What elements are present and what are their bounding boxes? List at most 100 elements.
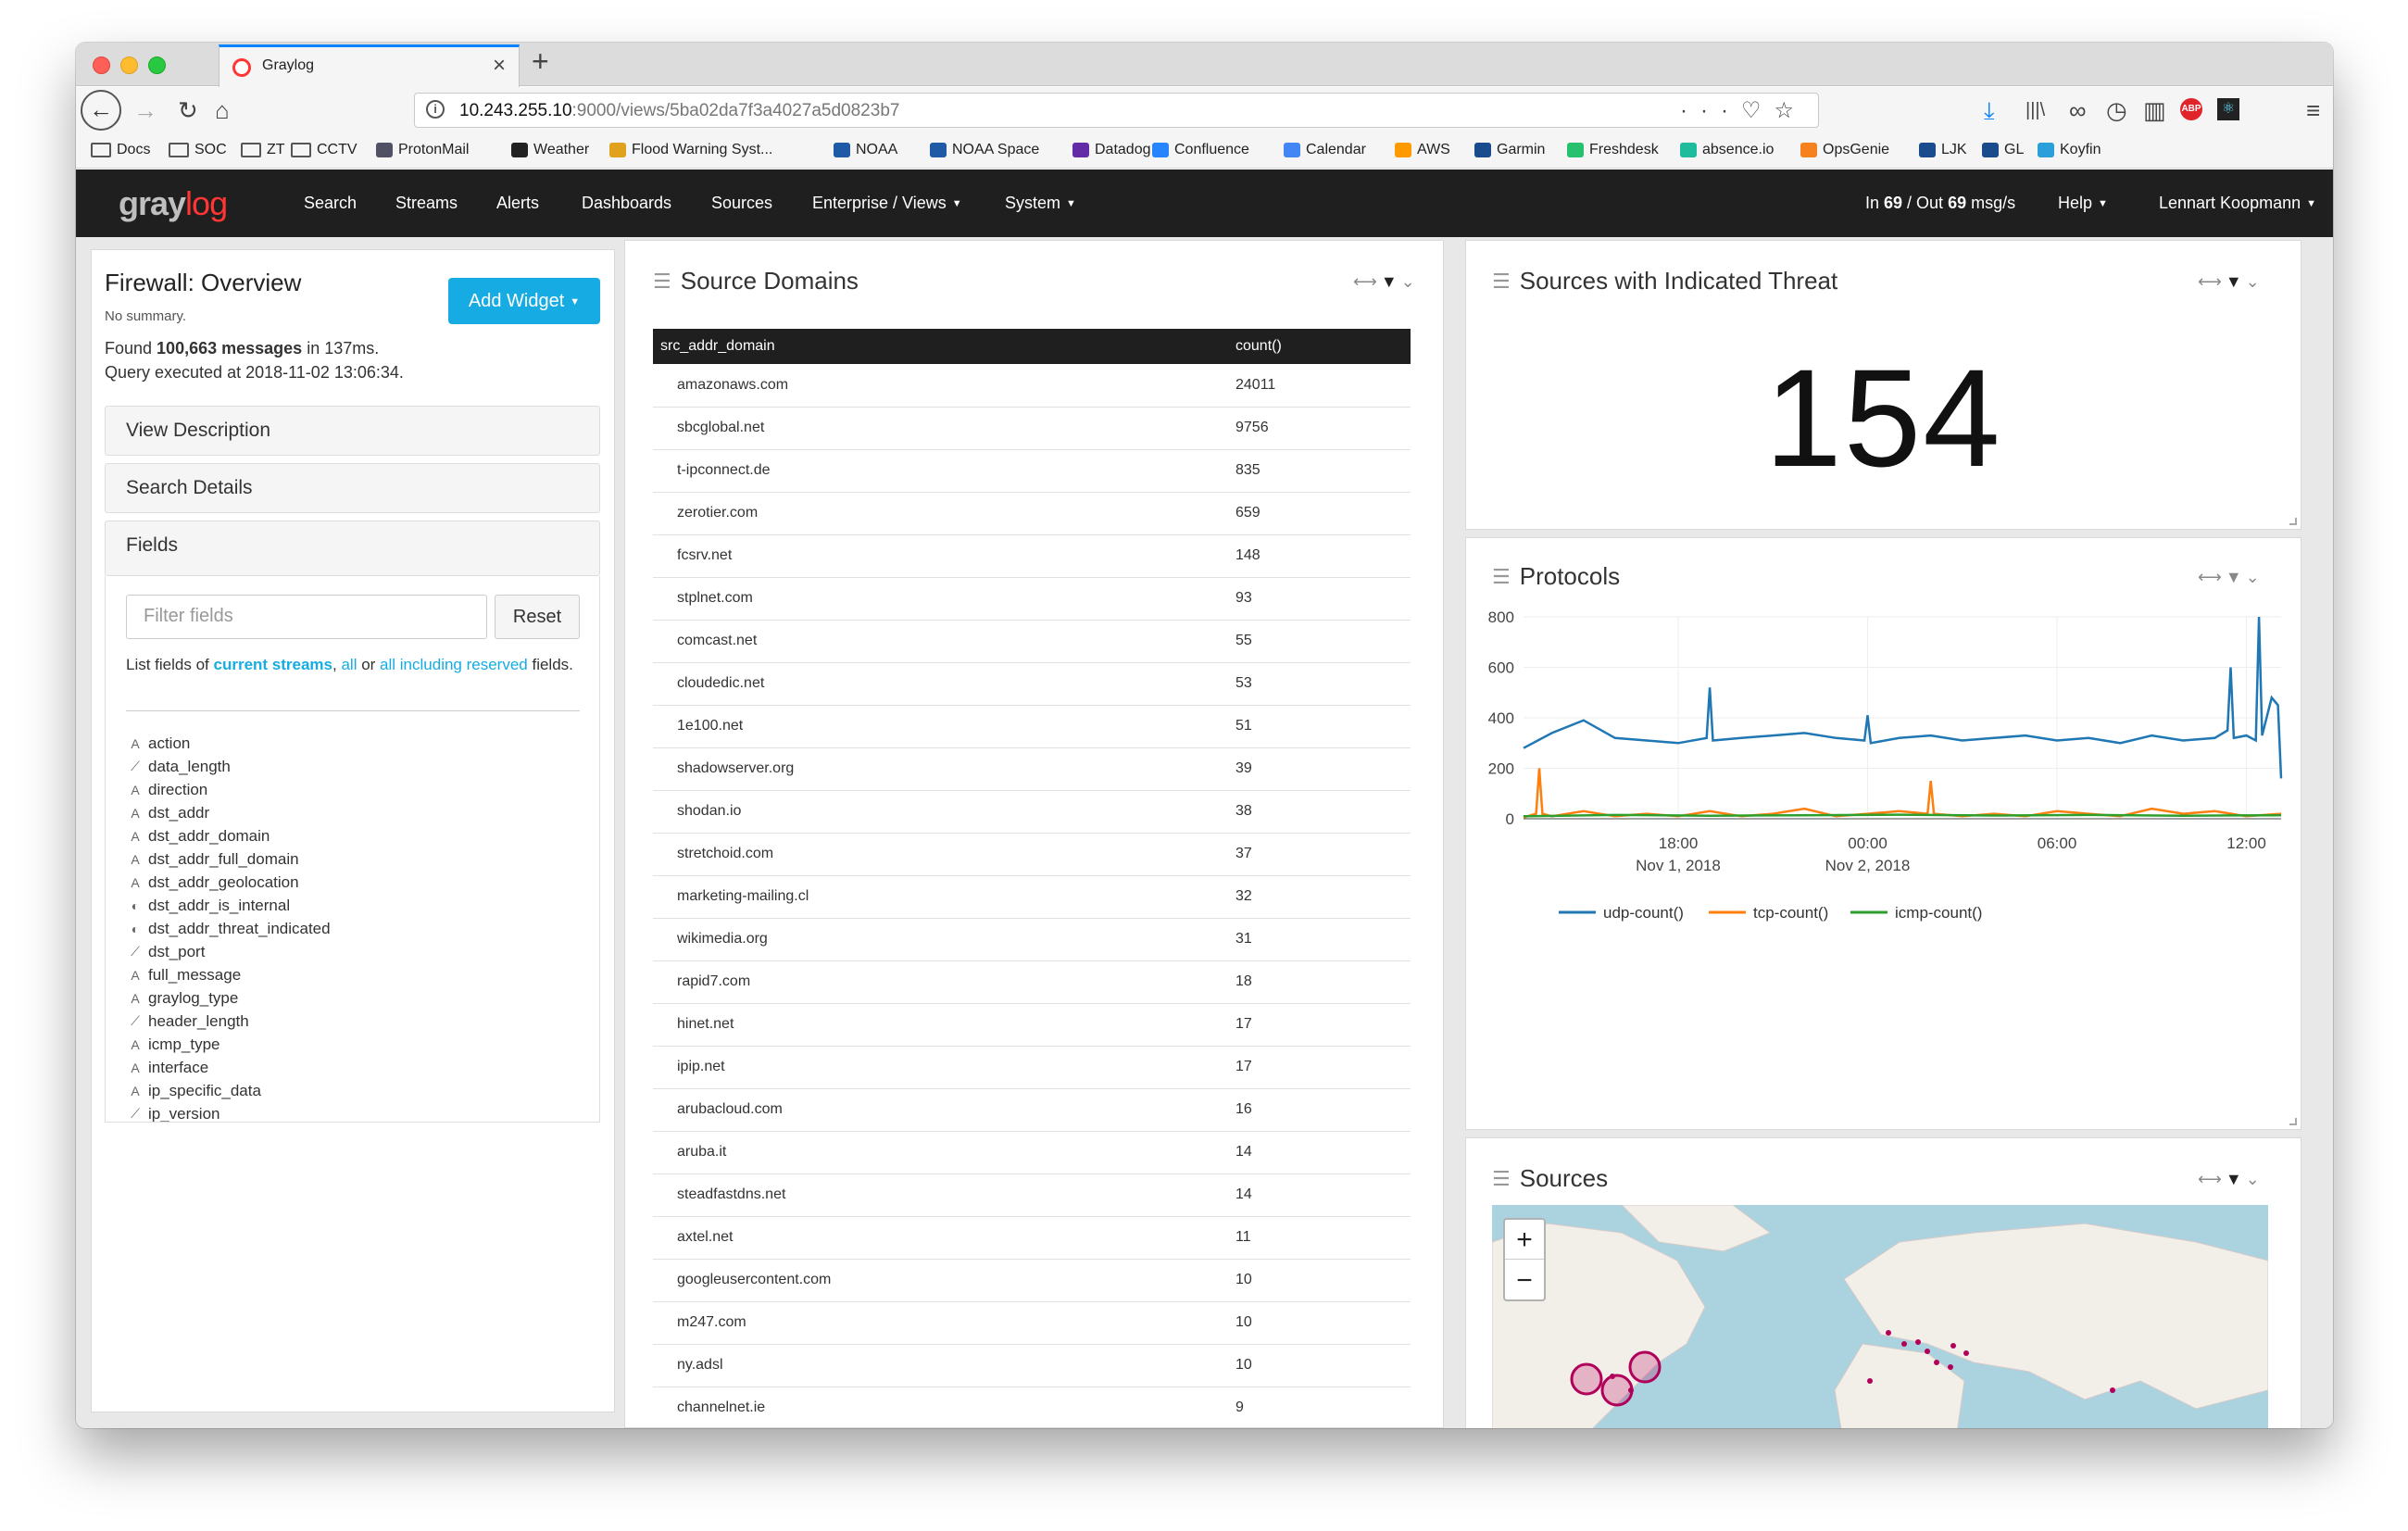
table-row[interactable]: shodan.io 38 bbox=[653, 790, 1411, 834]
field-item[interactable]: ⟋ dst_port bbox=[126, 940, 331, 963]
table-row[interactable]: wikimedia.org 31 bbox=[653, 918, 1411, 961]
field-item[interactable]: ◐ dst_addr_threat_indicated bbox=[126, 917, 331, 940]
table-row[interactable]: ny.adsl 10 bbox=[653, 1344, 1411, 1387]
menu-icon[interactable]: ≡ bbox=[2306, 96, 2321, 124]
bookmark-10[interactable]: Confluence bbox=[1152, 142, 1249, 158]
nav-alerts[interactable]: Alerts bbox=[496, 194, 540, 212]
table-row[interactable]: t-ipconnect.de 835 bbox=[653, 449, 1411, 493]
filter-icon[interactable]: ▼ bbox=[2225, 1170, 2246, 1188]
filter-icon[interactable]: ▼ bbox=[2225, 272, 2246, 291]
nav-help[interactable]: Help ▼ bbox=[2058, 194, 2108, 213]
map-marker[interactable] bbox=[1628, 1350, 1662, 1384]
history-icon[interactable]: ◷ bbox=[2106, 96, 2127, 124]
react-devtools-icon[interactable]: ⚛ bbox=[2217, 98, 2239, 120]
bookmark-19[interactable]: Koyfin bbox=[2038, 142, 2101, 158]
bookmark-8[interactable]: NOAA Space bbox=[930, 142, 1039, 158]
user-menu[interactable]: Lennart Koopmann ▼ bbox=[2159, 194, 2316, 213]
bookmark-star-icon[interactable]: ☆ bbox=[1774, 98, 1807, 123]
bookmark-6[interactable]: Flood Warning Syst... bbox=[609, 142, 772, 158]
map-marker[interactable] bbox=[1934, 1360, 1939, 1365]
table-row[interactable]: axtel.net 11 bbox=[653, 1216, 1411, 1260]
table-row[interactable]: zerotier.com 659 bbox=[653, 492, 1411, 535]
close-window-button[interactable] bbox=[93, 56, 110, 74]
table-row[interactable]: m247.com 10 bbox=[653, 1301, 1411, 1345]
resize-handle[interactable] bbox=[2289, 518, 2297, 525]
nav-search[interactable]: Search bbox=[304, 194, 357, 212]
map-marker[interactable] bbox=[1948, 1364, 1953, 1370]
map-marker[interactable] bbox=[1915, 1339, 1921, 1345]
chevron-down-icon[interactable]: ⌄ bbox=[2245, 568, 2264, 586]
all-fields-link[interactable]: all bbox=[341, 656, 357, 673]
map-marker[interactable] bbox=[1925, 1349, 1930, 1354]
table-row[interactable]: rapid7.com 18 bbox=[653, 960, 1411, 1004]
forward-arrow-icon[interactable]: → bbox=[133, 96, 157, 124]
private-mask-icon[interactable]: ∞ bbox=[2069, 96, 2087, 124]
drag-handle-icon[interactable]: ☰ bbox=[1492, 269, 1511, 293]
table-row[interactable]: steadfastdns.net 14 bbox=[653, 1173, 1411, 1217]
minimize-window-button[interactable] bbox=[120, 56, 138, 74]
fields-toggle[interactable]: Fields bbox=[105, 521, 600, 576]
bookmark-16[interactable]: OpsGenie bbox=[1800, 142, 1889, 158]
table-row[interactable]: stretchoid.com 37 bbox=[653, 833, 1411, 876]
downloads-icon[interactable]: ⤓ bbox=[1984, 96, 1995, 124]
bookmark-11[interactable]: Calendar bbox=[1284, 142, 1366, 158]
drag-handle-icon[interactable]: ☰ bbox=[1492, 564, 1511, 588]
expand-icon[interactable]: ⟷ bbox=[2198, 272, 2226, 291]
new-tab-icon[interactable]: + bbox=[532, 44, 549, 78]
reset-button[interactable]: Reset bbox=[495, 595, 580, 639]
table-row[interactable]: cloudedic.net 53 bbox=[653, 662, 1411, 706]
filter-icon[interactable]: ▼ bbox=[2225, 568, 2246, 586]
sidebar-icon[interactable]: ▥ bbox=[2143, 96, 2166, 124]
url-bar[interactable]: i 10.243.255.10:9000/views/5ba02da7f3a40… bbox=[414, 93, 1819, 128]
table-row[interactable]: stplnet.com 93 bbox=[653, 577, 1411, 621]
add-widget-button[interactable]: Add Widget ▼ bbox=[448, 278, 600, 324]
chevron-down-icon[interactable]: ⌄ bbox=[2245, 272, 2264, 291]
bookmark-17[interactable]: LJK bbox=[1919, 142, 1967, 158]
table-row[interactable]: marketing-mailing.cl 32 bbox=[653, 875, 1411, 919]
reserved-fields-link[interactable]: all including reserved bbox=[380, 656, 528, 673]
map-marker[interactable] bbox=[1963, 1350, 1969, 1356]
map-marker[interactable] bbox=[2110, 1387, 2115, 1393]
bookmark-15[interactable]: absence.io bbox=[1680, 142, 1774, 158]
maximize-window-button[interactable] bbox=[148, 56, 166, 74]
zoom-out-button[interactable]: − bbox=[1516, 1265, 1533, 1296]
tab-close-icon[interactable]: × bbox=[492, 53, 506, 78]
reload-icon[interactable]: ↻ bbox=[178, 96, 198, 124]
nav-streams[interactable]: Streams bbox=[395, 194, 458, 212]
bookmark-9[interactable]: Datadog bbox=[1072, 142, 1151, 158]
bookmark-0[interactable]: Docs bbox=[91, 142, 150, 158]
table-row[interactable]: channelnet.ie 9 bbox=[653, 1387, 1411, 1427]
info-icon[interactable]: i bbox=[426, 100, 445, 119]
bookmark-1[interactable]: SOC bbox=[169, 142, 227, 158]
map-marker[interactable] bbox=[1867, 1378, 1873, 1384]
view-description-toggle[interactable]: View Description bbox=[105, 406, 600, 456]
current-streams-link[interactable]: current streams bbox=[213, 656, 333, 673]
map-marker[interactable] bbox=[1628, 1387, 1634, 1393]
throughput-indicator[interactable]: In 69 / Out 69 msg/s bbox=[1865, 194, 2015, 213]
nav-enterprise-views[interactable]: Enterprise / Views ▼ bbox=[812, 194, 962, 213]
field-item[interactable]: ⟋ ip_version bbox=[126, 1102, 331, 1123]
column-header[interactable]: src_addr_domain bbox=[653, 329, 1232, 364]
library-icon[interactable]: |||\ bbox=[2025, 100, 2046, 120]
nav-system[interactable]: System ▼ bbox=[1005, 194, 1076, 213]
filter-icon[interactable]: ▼ bbox=[1380, 272, 1401, 291]
field-item[interactable]: ⟋ data_length bbox=[126, 755, 331, 778]
bookmark-14[interactable]: Freshdesk bbox=[1567, 142, 1659, 158]
table-row[interactable]: 1e100.net 51 bbox=[653, 705, 1411, 748]
url-text[interactable]: 10.243.255.10:9000/views/5ba02da7f3a4027… bbox=[459, 101, 899, 121]
table-row[interactable]: fcsrv.net 148 bbox=[653, 534, 1411, 578]
bookmark-12[interactable]: AWS bbox=[1395, 142, 1450, 158]
field-item[interactable]: ⟋ header_length bbox=[126, 1010, 331, 1033]
table-row[interactable]: amazonaws.com 24011 bbox=[653, 364, 1411, 408]
browser-tab[interactable]: Graylog × bbox=[219, 44, 520, 87]
table-row[interactable]: ipip.net 17 bbox=[653, 1046, 1411, 1089]
resize-handle[interactable] bbox=[2289, 1118, 2297, 1125]
more-actions-icon[interactable]: ··· bbox=[1679, 98, 1741, 123]
bookmark-4[interactable]: ProtonMail bbox=[376, 142, 469, 158]
